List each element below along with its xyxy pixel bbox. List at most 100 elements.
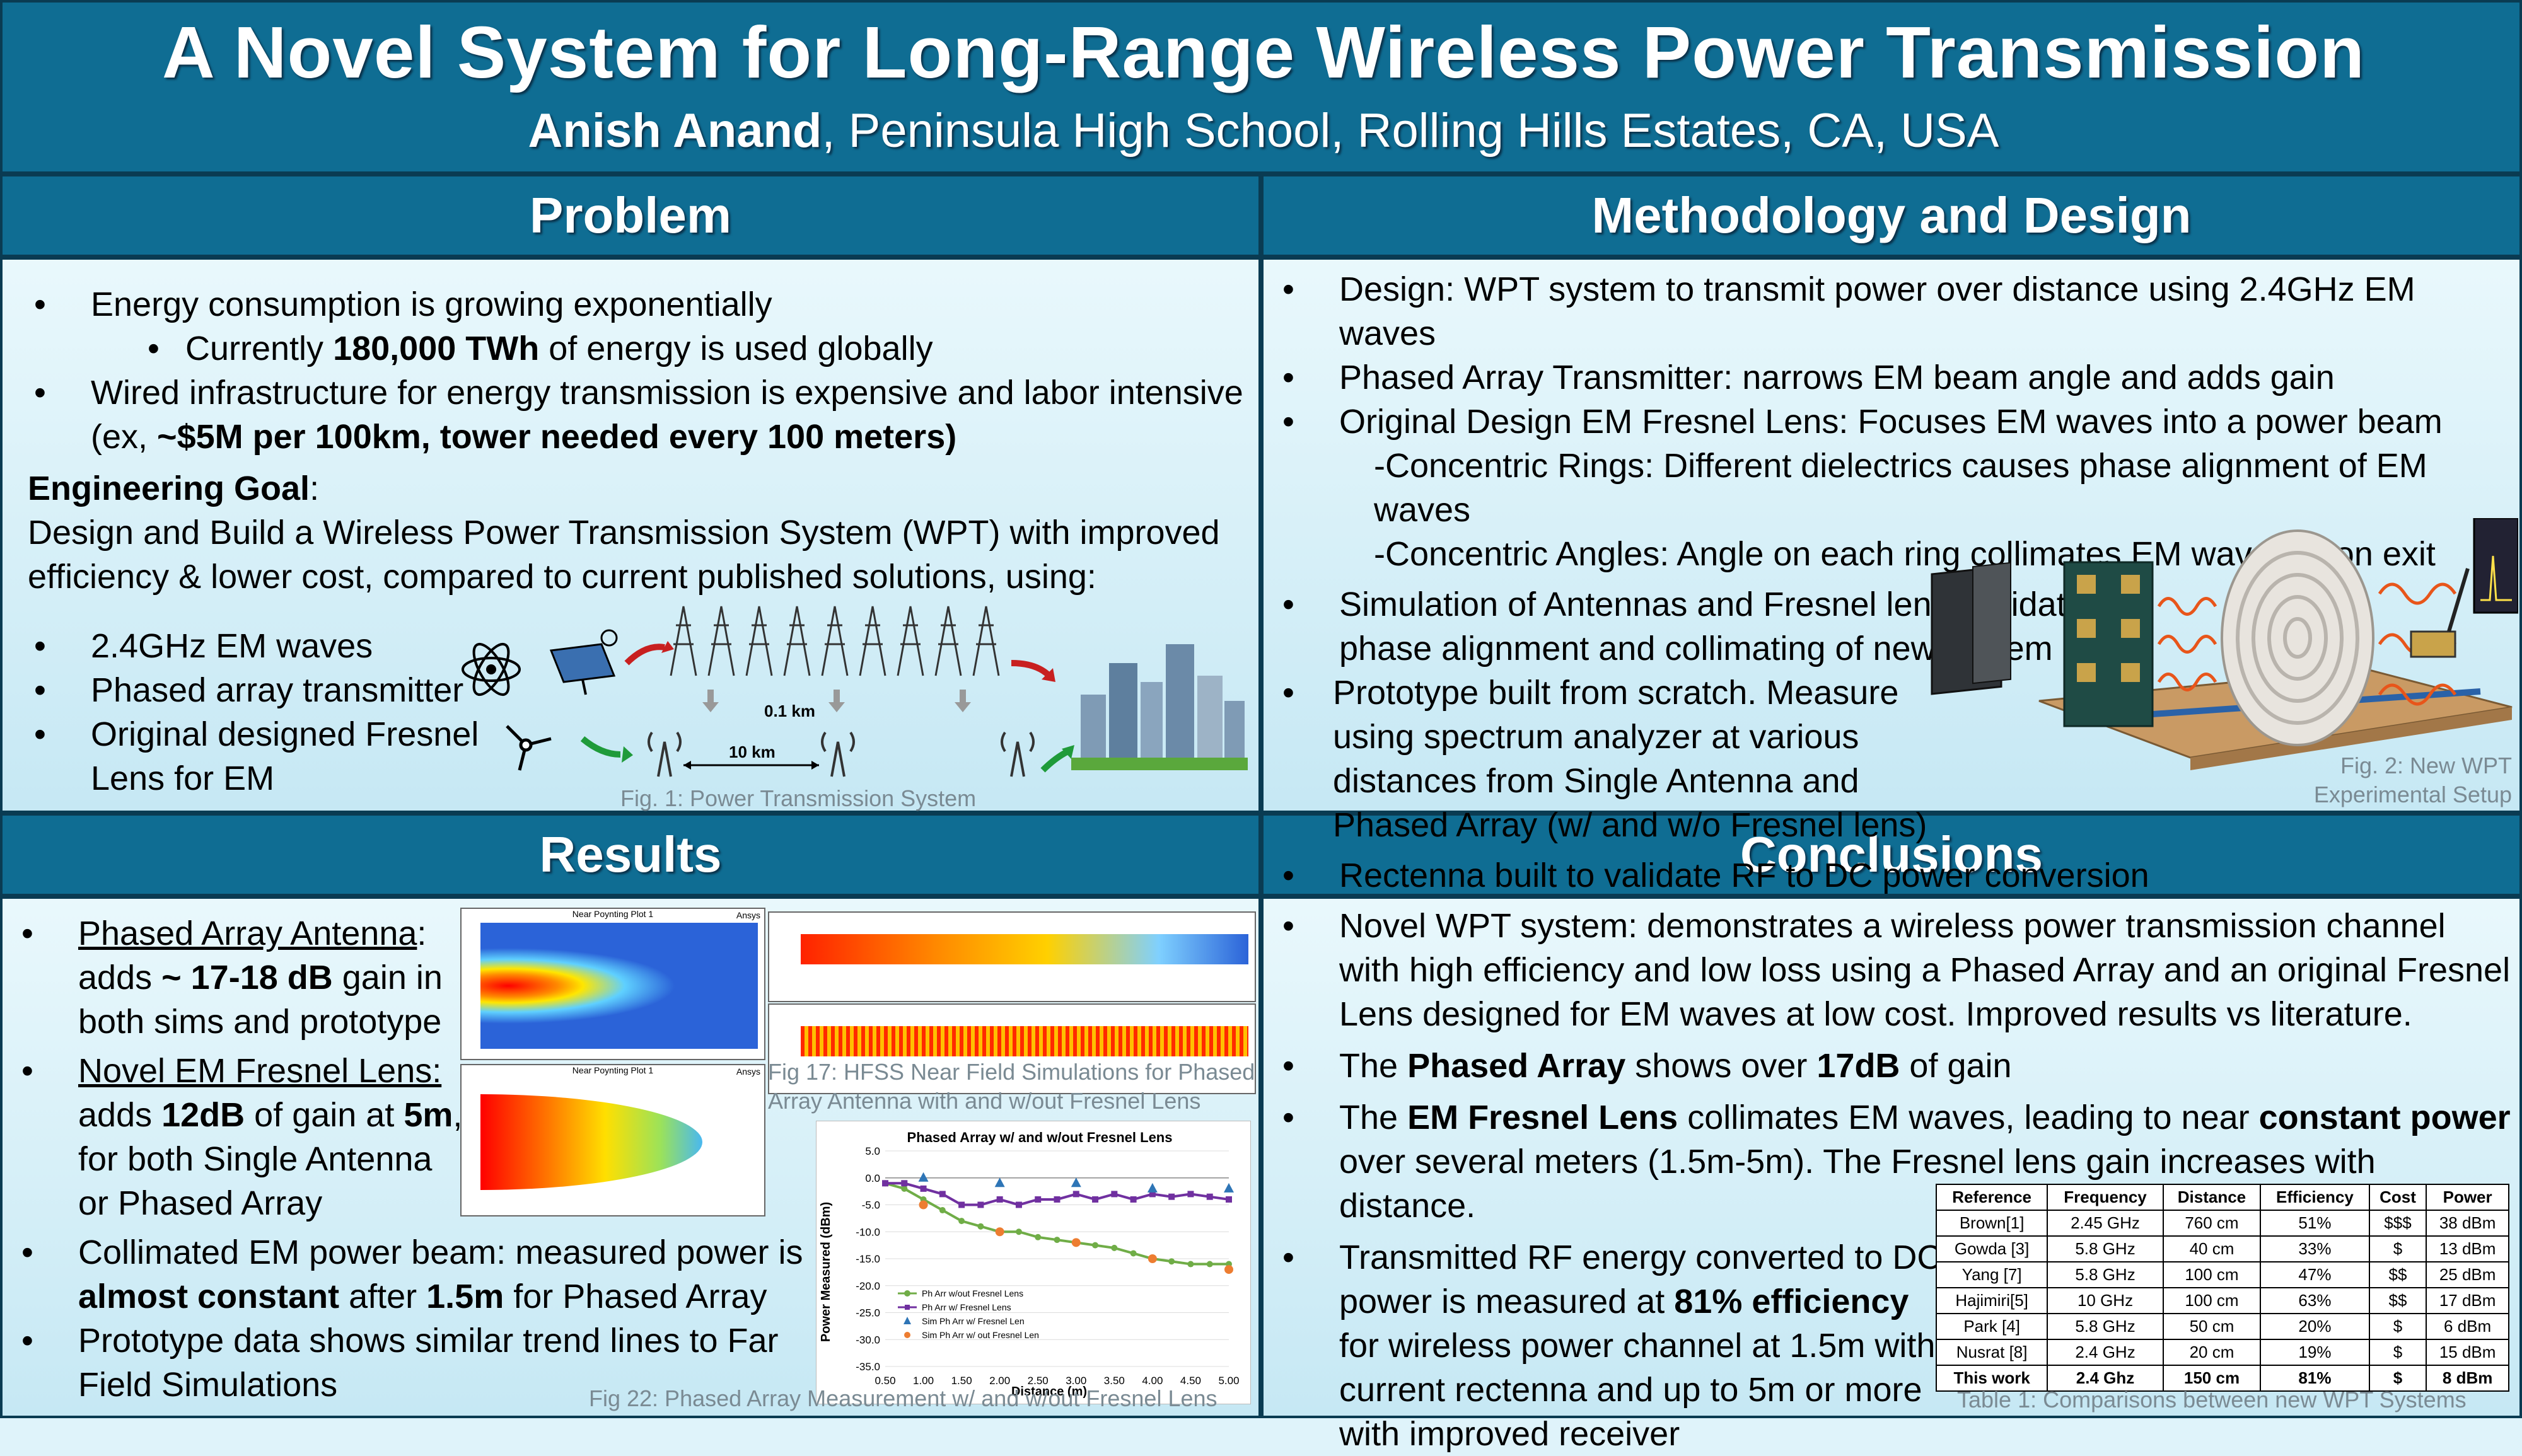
solar-panel-icon bbox=[549, 629, 618, 695]
data-point bbox=[1187, 1191, 1194, 1198]
list-item: Phased Array Antenna:adds ~ 17-18 dB gai… bbox=[15, 911, 469, 1044]
data-point bbox=[919, 1200, 928, 1210]
table-header: Frequency bbox=[2047, 1184, 2164, 1211]
table-cell: Brown[1] bbox=[1935, 1210, 2048, 1237]
list-item: Prototype data shows similar trend lines… bbox=[15, 1319, 810, 1407]
legend-entry: Ph Arr w/out Fresnel Lens bbox=[922, 1288, 1023, 1298]
x-tick-label: 1.00 bbox=[913, 1375, 934, 1387]
list-item: Wired infrastructure for energy transmis… bbox=[28, 371, 1251, 459]
data-point bbox=[1224, 1182, 1234, 1193]
fig-label: 10 km bbox=[729, 742, 776, 761]
wind-turbine-icon bbox=[506, 725, 552, 771]
legend-entry: Ph Arr w/ Fresnel Lens bbox=[922, 1302, 1011, 1312]
transmission-towers bbox=[670, 606, 1000, 676]
legend-marker bbox=[904, 1332, 910, 1338]
table-cell: 81% bbox=[2260, 1365, 2370, 1392]
list-item: Rectenna built to validate RF to DC powe… bbox=[1276, 853, 2512, 898]
table-cell: 5.8 GHz bbox=[2047, 1235, 2164, 1262]
arrow-icon bbox=[1040, 748, 1070, 773]
data-point bbox=[1054, 1237, 1061, 1244]
data-point bbox=[1111, 1191, 1118, 1198]
table-row: Yang [7] 5.8 GHz 100 cm 47% $$ 25 dBm bbox=[1935, 1261, 2509, 1288]
data-point bbox=[920, 1185, 927, 1192]
methodology-panel: Design: WPT system to transmit power ove… bbox=[1261, 257, 2522, 898]
list-item: Transmitted RF energy converted to DC po… bbox=[1276, 1235, 1944, 1456]
table-cell: 13 dBm bbox=[2426, 1235, 2509, 1262]
arrow-icon bbox=[580, 736, 621, 758]
table-row: Park [4] 5.8 GHz 50 cm 20% $6 dBm bbox=[1935, 1313, 2509, 1340]
problem-heading: Problem bbox=[0, 174, 1261, 257]
table-cell: 100 cm bbox=[2162, 1261, 2262, 1288]
fresnel-lens-icon bbox=[2221, 529, 2374, 746]
y-tick-label: -15.0 bbox=[856, 1253, 880, 1265]
list-item: Energy consumption is growing exponentia… bbox=[28, 282, 1251, 326]
x-tick-label: 4.00 bbox=[1142, 1375, 1163, 1387]
data-point bbox=[1168, 1193, 1175, 1200]
list-item: -Concentric Rings: Different dielectrics… bbox=[1374, 447, 2427, 529]
legend-entry: Sim Ph Arr w/ out Fresnel Len bbox=[922, 1330, 1039, 1340]
power-transmission-figure: 0.1 km 10 km bbox=[462, 606, 1248, 777]
table-cell: 15 dBm bbox=[2426, 1339, 2509, 1366]
data-point bbox=[1071, 1238, 1081, 1247]
table-header: Distance bbox=[2162, 1184, 2262, 1211]
table-cell: 2.4 GHz bbox=[2047, 1339, 2164, 1366]
data-point bbox=[1015, 1228, 1022, 1235]
table-cell: 2.45 GHz bbox=[2047, 1210, 2164, 1237]
data-point bbox=[939, 1207, 946, 1214]
data-point bbox=[977, 1201, 984, 1208]
x-tick-label: 0.50 bbox=[875, 1375, 895, 1387]
legend-marker bbox=[905, 1305, 910, 1310]
comparison-table: Reference Frequency Distance Efficiency Cost… bbox=[1935, 1184, 2509, 1392]
y-tick-label: -35.0 bbox=[856, 1361, 880, 1373]
table-cell: 8 dBm bbox=[2426, 1365, 2509, 1392]
engineering-goal: Engineering Goal: bbox=[28, 470, 320, 507]
x-tick-label: 2.00 bbox=[989, 1375, 1010, 1387]
table-cell: 2.4 Ghz bbox=[2047, 1365, 2164, 1392]
table-cell: 25 dBm bbox=[2426, 1261, 2509, 1288]
list-item: 2.4GHz EM waves bbox=[28, 624, 482, 668]
x-tick-label: 4.50 bbox=[1180, 1375, 1201, 1387]
table-cell: Gowda [3] bbox=[1935, 1235, 2048, 1262]
list-item: Phased Array Transmitter: narrows EM bea… bbox=[1276, 355, 2512, 400]
list-item: Currently 180,000 TWh of energy is used … bbox=[28, 326, 1251, 371]
table-caption: Table 1: Comparisons between new WPT Sys… bbox=[1957, 1387, 2467, 1413]
table-cell: This work bbox=[1935, 1365, 2048, 1392]
y-tick-label: 5.0 bbox=[865, 1145, 880, 1157]
simulation-plot: Near Poynting Plot 1 Ansys bbox=[460, 1064, 765, 1216]
chart-ylabel: Power Measured (dBm) bbox=[819, 1202, 833, 1342]
table-header: Reference bbox=[1935, 1184, 2048, 1211]
table-cell: 63% bbox=[2260, 1287, 2370, 1314]
arrow-icon bbox=[1011, 660, 1052, 678]
data-point bbox=[901, 1185, 908, 1192]
arrow-icon bbox=[624, 644, 665, 666]
table-row: Hajimiri[5] 10 GHz 100 cm 63% $$ 17 dBm bbox=[1935, 1287, 2509, 1314]
antenna-icon bbox=[648, 731, 1035, 777]
data-point bbox=[1035, 1234, 1042, 1240]
data-point bbox=[1071, 1177, 1081, 1187]
y-tick-label: -10.0 bbox=[856, 1226, 880, 1238]
simulation-plot: Near Poynting Plot 1 Ansys bbox=[460, 908, 765, 1060]
legend-entry: Sim Ph Arr w/ Fresnel Len bbox=[922, 1316, 1025, 1326]
table-cell: 19% bbox=[2260, 1339, 2370, 1366]
y-tick-label: 0.0 bbox=[865, 1172, 880, 1184]
data-point bbox=[1224, 1265, 1233, 1274]
list-item: Novel WPT system: demonstrates a wireles… bbox=[1276, 904, 2512, 1036]
table-row: This work 2.4 Ghz 150 cm 81% $8 dBm bbox=[1935, 1365, 2509, 1392]
data-point bbox=[1130, 1250, 1137, 1257]
table-cell: $ bbox=[2368, 1365, 2427, 1392]
table-cell: $$$ bbox=[2368, 1210, 2427, 1237]
list-item: Original designed Fresnel Lens for EM bbox=[28, 712, 482, 800]
table-cell: 150 cm bbox=[2162, 1365, 2262, 1392]
list-item: Novel EM Fresnel Lens:adds 12dB of gain … bbox=[15, 1049, 469, 1225]
poster-header: A Novel System for Long-Range Wireless P… bbox=[0, 0, 2522, 174]
data-point bbox=[1092, 1196, 1099, 1203]
x-tick-label: 1.50 bbox=[951, 1375, 972, 1387]
table-cell: 5.8 GHz bbox=[2047, 1261, 2164, 1288]
results-heading: Results bbox=[0, 813, 1261, 896]
table-cell: 17 dBm bbox=[2426, 1287, 2509, 1314]
list-item: Collimated EM power beam: measured power… bbox=[15, 1230, 835, 1319]
rectenna-icon bbox=[2410, 630, 2456, 658]
poster-subtitle: Anish Anand, Peninsula High School, Roll… bbox=[3, 103, 2522, 158]
table-cell: Yang [7] bbox=[1935, 1261, 2048, 1288]
data-point bbox=[977, 1223, 984, 1230]
